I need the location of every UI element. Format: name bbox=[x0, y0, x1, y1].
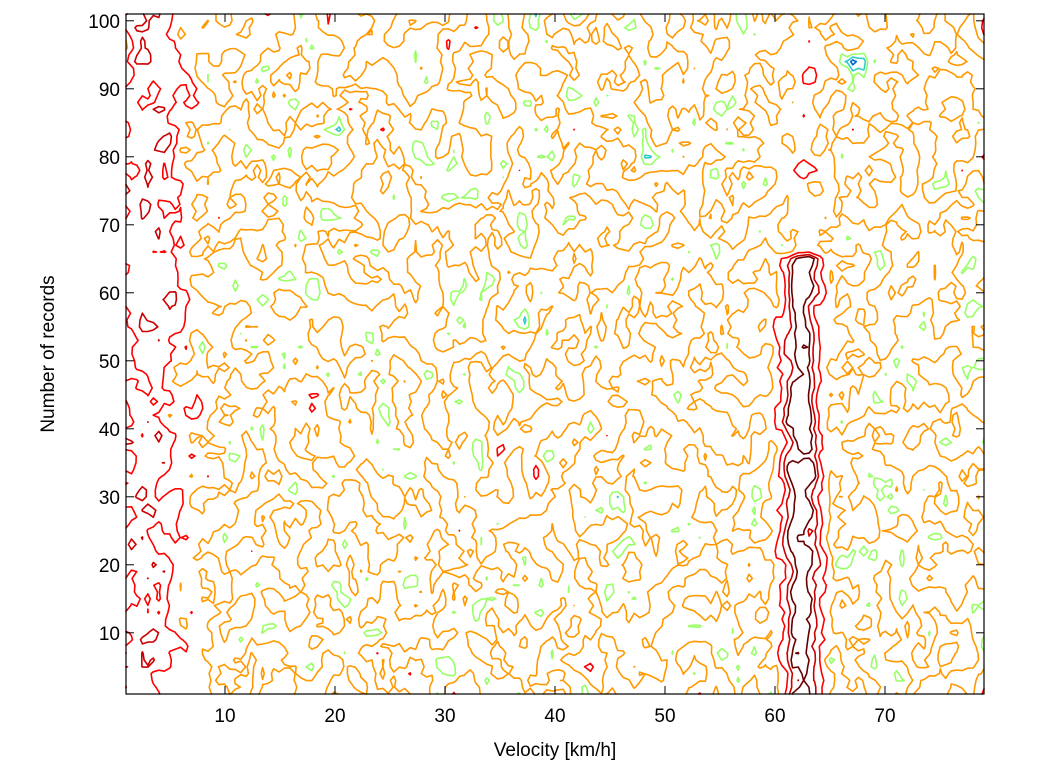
y-tick-label: 20 bbox=[99, 556, 120, 577]
y-tick-label: 100 bbox=[88, 12, 120, 33]
x-axis: 10 20 30 40 50 60 70 bbox=[214, 14, 896, 727]
contour-lines bbox=[125, 13, 985, 695]
x-tick-label: 60 bbox=[764, 706, 785, 727]
y-tick-label: 90 bbox=[99, 80, 120, 101]
x-tick-label: 10 bbox=[214, 706, 235, 727]
y-axis-label: Number of records bbox=[38, 275, 59, 432]
contour-level bbox=[198, 13, 985, 695]
x-tick-label: 40 bbox=[544, 706, 565, 727]
x-tick-label: 30 bbox=[434, 706, 455, 727]
y-tick-label: 30 bbox=[99, 488, 120, 509]
y-axis: 10 20 30 40 50 60 70 80 90 100 bbox=[88, 12, 984, 645]
y-tick-label: 50 bbox=[99, 352, 120, 373]
contour-level bbox=[335, 13, 867, 499]
y-tick-label: 10 bbox=[99, 624, 120, 645]
contour-level bbox=[125, 13, 985, 695]
y-tick-label: 60 bbox=[99, 284, 120, 305]
x-tick-label: 20 bbox=[324, 706, 345, 727]
x-tick-label: 70 bbox=[874, 706, 895, 727]
y-tick-label: 80 bbox=[99, 148, 120, 169]
y-tick-label: 70 bbox=[99, 216, 120, 237]
x-tick-label: 50 bbox=[654, 706, 675, 727]
x-axis-label: Velocity [km/h] bbox=[494, 740, 617, 761]
y-tick-label: 40 bbox=[99, 420, 120, 441]
contour-level bbox=[849, 59, 858, 66]
contour-level bbox=[125, 13, 822, 695]
